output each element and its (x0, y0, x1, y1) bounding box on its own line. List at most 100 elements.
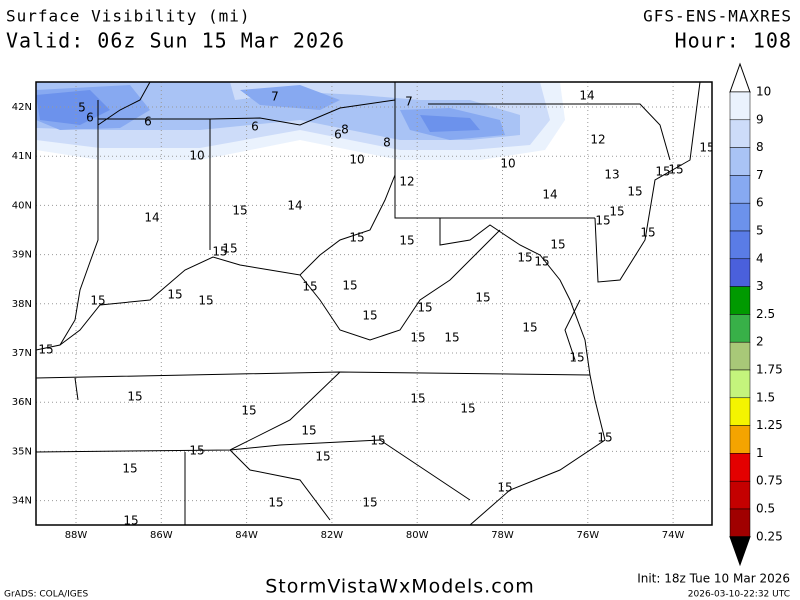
colorbar-label: 2.5 (756, 307, 775, 321)
colorbar-label: 0.25 (756, 529, 783, 543)
map-frame (35, 81, 713, 526)
color-swatch (729, 258, 751, 287)
station-value: 15 (301, 424, 316, 438)
station-value: 15 (232, 204, 247, 218)
station-value: 15 (38, 343, 53, 357)
colorbar-label: 1.75 (756, 363, 783, 377)
colorbar-label: 10 (756, 85, 771, 99)
station-value: 15 (444, 331, 459, 345)
station-value: 15 (127, 390, 142, 404)
station-value: 15 (460, 402, 475, 416)
lat-label: 39N (12, 250, 32, 261)
color-swatch (729, 425, 751, 454)
station-value: 15 (475, 291, 490, 305)
colorbar-label: 6 (756, 196, 764, 210)
station-value: 6 (86, 111, 94, 125)
coastline (74, 299, 581, 401)
coastline (469, 82, 701, 525)
under-triangle (729, 536, 751, 567)
station-value: 15 (123, 514, 138, 528)
lon-label: 82W (321, 530, 344, 541)
station-value: 10 (349, 153, 364, 167)
colorbar: 10 9 8 7 6 5 4 3 2.5 2 1.75 1.5 1.25 1 0.75 0.5 0.25 (729, 62, 783, 567)
station-value: 8 (383, 136, 391, 150)
lat-label: 37N (12, 348, 32, 359)
station-value: 5 (78, 101, 86, 115)
station-value: 8 (341, 123, 349, 137)
colorbar-label: 8 (756, 140, 764, 154)
station-value: 15 (410, 392, 425, 406)
forecast-hour: Hour: 108 (675, 29, 792, 53)
station-value: 15 (597, 431, 612, 445)
station-value: 6 (144, 115, 152, 129)
station-value: 15 (342, 279, 357, 293)
lat-label: 40N (12, 200, 32, 211)
station-value: 15 (370, 434, 385, 448)
color-swatch (729, 175, 751, 204)
station-value: 13 (604, 168, 619, 182)
station-value: 15 (241, 404, 256, 418)
border (36, 371, 591, 525)
model-name: GFS-ENS-MAXRES (643, 7, 792, 26)
colorbar-label: 4 (756, 251, 764, 265)
station-value: 15 (497, 481, 512, 495)
init-time: Init: 18z Tue 10 Mar 2026 (637, 572, 790, 586)
color-swatch (729, 147, 751, 176)
color-swatch (729, 480, 751, 510)
station-value: 15 (595, 214, 610, 228)
station-value: 15 (399, 234, 414, 248)
station-value: 15 (534, 255, 549, 269)
color-swatch (729, 508, 751, 538)
color-swatch (729, 369, 751, 399)
station-value: 7 (271, 90, 279, 104)
station-value: 15 (268, 496, 283, 510)
station-value: 15 (362, 496, 377, 510)
lon-label: 88W (65, 530, 88, 541)
station-value: 15 (167, 288, 182, 302)
river (59, 174, 396, 346)
station-value: 15 (609, 205, 624, 219)
lat-label: 42N (12, 102, 32, 113)
color-swatch (729, 202, 751, 232)
border (229, 439, 471, 521)
site-name: StormVistaWxModels.com (265, 576, 535, 598)
station-value: 15 (522, 321, 537, 335)
colorbar-label: 0.5 (756, 502, 775, 516)
colorbar-label: 0.75 (756, 474, 783, 488)
lon-label: 78W (491, 530, 514, 541)
color-swatch (729, 230, 751, 260)
shading (36, 90, 480, 132)
station-value: 15 (655, 165, 670, 179)
lon-label: 76W (576, 530, 599, 541)
station-value: 15 (222, 242, 237, 256)
station-value: 15 (640, 226, 655, 240)
color-swatch (729, 341, 751, 371)
border (299, 229, 501, 341)
color-swatch (729, 314, 751, 343)
station-value: 15 (189, 444, 204, 458)
colorbar-label: 5 (756, 224, 764, 238)
colorbar-label: 3 (756, 279, 764, 293)
station-value: 15 (315, 450, 330, 464)
station-value: 14 (579, 89, 594, 103)
timestamp: 2026-03-10-22:32 UTC (688, 590, 790, 600)
station-value: 14 (287, 199, 302, 213)
station-value: 15 (417, 301, 432, 315)
over-triangle (729, 62, 751, 93)
lat-label: 36N (12, 397, 32, 408)
shading (36, 82, 520, 140)
station-value: 15 (362, 309, 377, 323)
lon-label: 74W (662, 530, 685, 541)
station-value: 14 (542, 188, 557, 202)
station-value: 12 (399, 175, 414, 189)
station-value: 7 (405, 95, 413, 109)
station-value: 15 (550, 238, 565, 252)
station-value: 14 (144, 211, 159, 225)
station-value: 15 (517, 251, 532, 265)
lat-label: 38N (12, 299, 32, 310)
title: Surface Visibility (mi) (6, 7, 251, 26)
border (439, 218, 591, 376)
colorbar-label: 1.5 (756, 390, 775, 404)
